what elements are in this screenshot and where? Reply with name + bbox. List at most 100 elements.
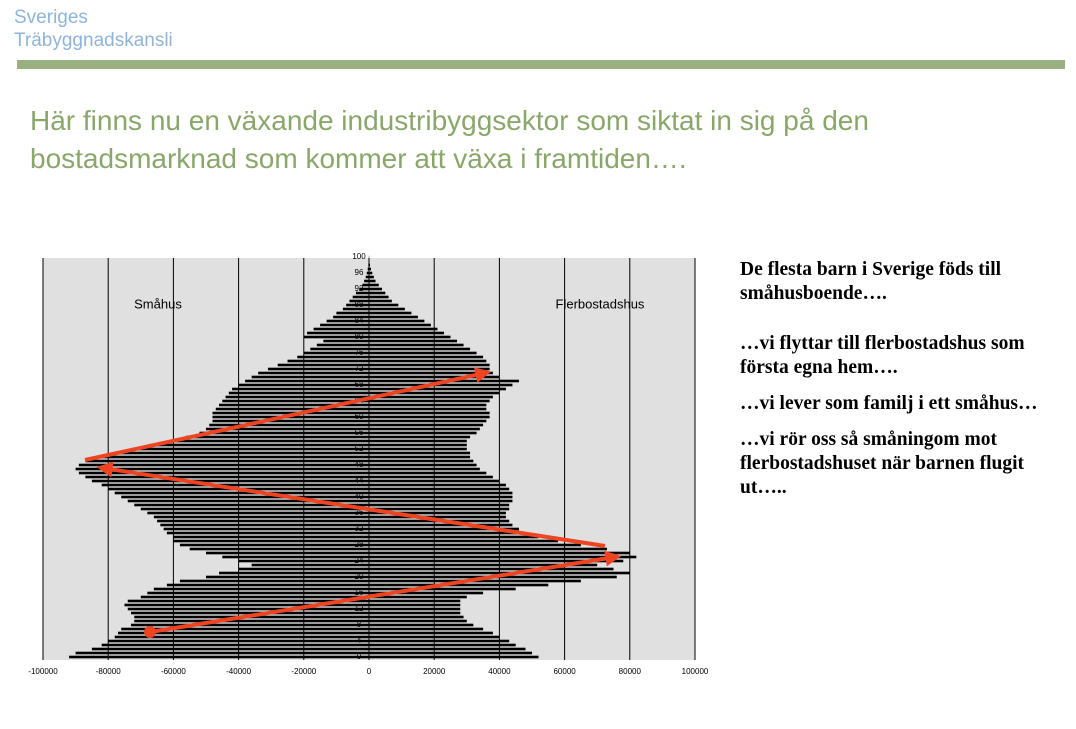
bar xyxy=(369,551,630,555)
y-tick-label: 0 xyxy=(357,652,362,661)
bar xyxy=(369,651,532,655)
bar xyxy=(369,275,374,279)
bar xyxy=(369,635,500,639)
bar xyxy=(69,655,369,659)
y-tick-label: 56 xyxy=(355,428,364,437)
bar xyxy=(206,427,369,431)
bar xyxy=(369,559,624,563)
arrow xyxy=(84,367,492,462)
bar xyxy=(140,507,369,511)
x-tick-label: 20000 xyxy=(423,667,446,676)
bar xyxy=(366,271,369,275)
bar xyxy=(277,363,369,367)
bar xyxy=(166,531,369,535)
bar xyxy=(267,367,369,371)
bar xyxy=(369,547,607,551)
x-tick-label: 40000 xyxy=(488,667,511,676)
bar xyxy=(225,395,369,399)
x-tick-label: 100000 xyxy=(682,667,709,676)
x-tick-label: 0 xyxy=(367,667,372,676)
bar xyxy=(238,559,369,563)
bar xyxy=(369,567,614,571)
brand-line: Träbyggnadskansli xyxy=(14,30,173,51)
bar xyxy=(251,375,369,379)
bar xyxy=(114,491,369,495)
bar xyxy=(369,535,539,539)
bar xyxy=(251,563,369,567)
bar xyxy=(369,311,412,315)
bar xyxy=(369,595,467,599)
bar xyxy=(333,315,369,319)
bar xyxy=(127,607,369,611)
bar xyxy=(369,355,484,359)
bar xyxy=(101,643,370,647)
bar xyxy=(215,407,369,411)
bar xyxy=(209,423,369,427)
bar xyxy=(369,411,490,415)
bar xyxy=(369,279,376,283)
bar xyxy=(369,299,392,303)
bar xyxy=(369,627,484,631)
bar xyxy=(369,599,461,603)
bar xyxy=(369,267,371,271)
bar xyxy=(153,515,369,519)
bar xyxy=(310,347,369,351)
x-tick-label: -60000 xyxy=(161,667,186,676)
bar xyxy=(134,619,369,623)
brand: Sveriges Träbyggnadskansli xyxy=(14,6,173,52)
bar xyxy=(369,271,373,275)
bar xyxy=(108,639,369,643)
bar xyxy=(303,351,369,355)
bar xyxy=(222,555,369,559)
bar xyxy=(326,319,369,323)
bar xyxy=(173,439,369,443)
bar xyxy=(369,591,484,595)
bar xyxy=(369,471,487,475)
bar xyxy=(369,487,510,491)
bar xyxy=(369,363,490,367)
bar xyxy=(369,527,519,531)
bar xyxy=(364,279,369,283)
bar xyxy=(316,343,369,347)
x-tick-label: 80000 xyxy=(619,667,642,676)
bar xyxy=(131,611,369,615)
bar xyxy=(369,455,471,459)
bar xyxy=(228,391,369,395)
plot: -100000 -80000 -60000 -40000 -20000 0 20000 400… xyxy=(28,252,709,676)
bar xyxy=(369,631,493,635)
bar xyxy=(369,387,506,391)
bar xyxy=(369,543,581,547)
bar xyxy=(369,447,467,451)
bar xyxy=(342,307,369,311)
bar xyxy=(369,619,467,623)
bar xyxy=(101,483,370,487)
bar xyxy=(313,327,369,331)
y-tick-label: 16 xyxy=(355,588,364,597)
bar xyxy=(369,467,480,471)
bar xyxy=(369,423,484,427)
y-tick-label: 72 xyxy=(355,364,364,373)
y-tick-label: 36 xyxy=(355,508,364,517)
bar xyxy=(369,335,451,339)
bar xyxy=(127,499,369,503)
bar xyxy=(369,499,513,503)
bar xyxy=(369,403,487,407)
x-tick-label: 60000 xyxy=(553,667,576,676)
bar xyxy=(219,571,369,575)
series-label: Flerbostadshus xyxy=(556,296,645,311)
y-tick-label: 8 xyxy=(357,620,362,629)
bar xyxy=(369,475,493,479)
bar xyxy=(222,399,369,403)
bar xyxy=(114,635,369,639)
bar xyxy=(369,611,461,615)
bar xyxy=(134,503,369,507)
bar xyxy=(365,275,369,279)
bar xyxy=(303,335,369,339)
y-tick-label: 32 xyxy=(355,524,364,533)
bar xyxy=(369,531,526,535)
bar xyxy=(369,479,500,483)
bar xyxy=(369,555,637,559)
bar xyxy=(369,523,513,527)
bar xyxy=(369,303,399,307)
bar xyxy=(75,651,369,655)
